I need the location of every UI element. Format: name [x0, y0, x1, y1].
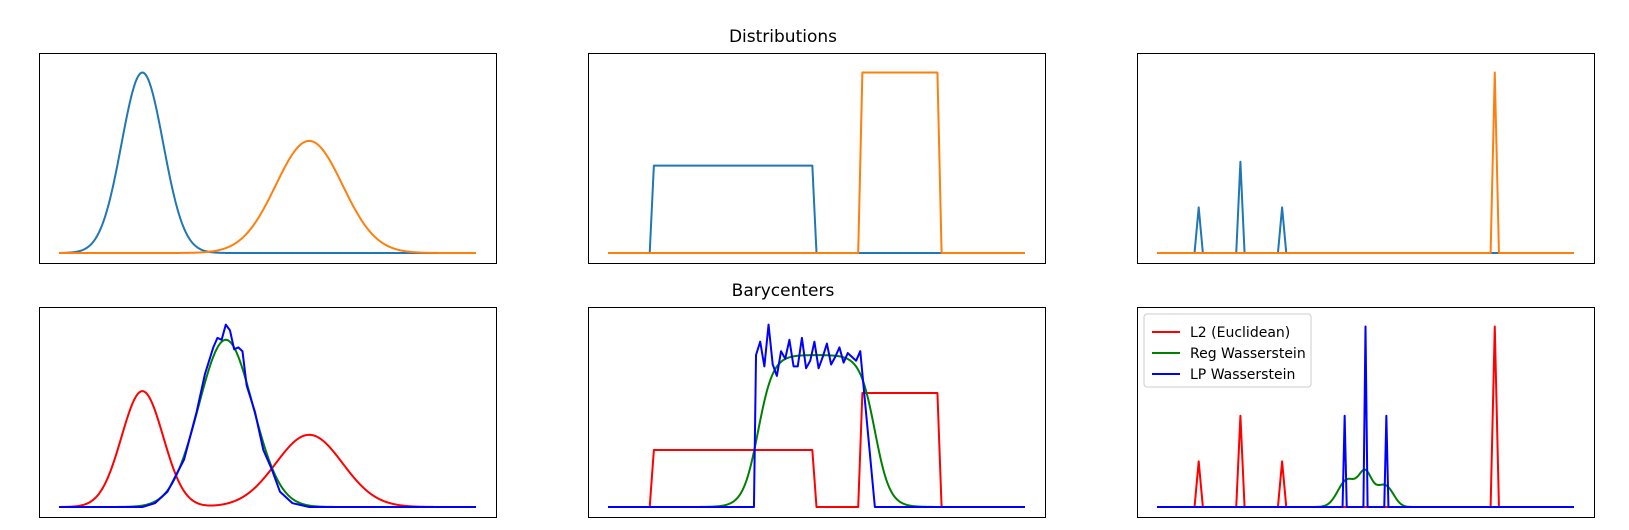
series-1-line: [58, 390, 476, 508]
series-3-line: [59, 323, 476, 508]
series-2-line: [1157, 71, 1574, 254]
legend-box: [1143, 313, 1312, 388]
axes-frame: [588, 307, 1046, 518]
axes-frame: [588, 53, 1046, 264]
series-2-line: [59, 139, 476, 254]
subplot-1: [39, 53, 497, 264]
subplot-3: [1137, 53, 1595, 264]
axes-frame: [39, 53, 497, 264]
reg-wasserstein-line: [1157, 468, 1574, 508]
axes-frame: [1137, 307, 1595, 518]
lp-wasserstein-line: [1157, 325, 1574, 508]
legend: L2 (Euclidean) Reg Wasserstein LP Wasserst…: [1143, 313, 1312, 388]
series-3-line: [608, 323, 1025, 508]
series-2-line: [608, 71, 1025, 254]
axes-frame: [1137, 53, 1595, 264]
series-2-line: [608, 354, 1025, 508]
legend-label: L2 (Euclidean): [1190, 325, 1290, 341]
subplot-6: L2 (Euclidean) Reg Wasserstein LP Wasserst…: [1137, 307, 1595, 518]
legend-label: LP Wasserstein: [1190, 367, 1295, 383]
series-1-line: [608, 392, 1025, 508]
subplot-2: [588, 53, 1046, 264]
row-title-distributions: Distributions: [728, 27, 838, 47]
row-title-barycenters: Barycenters: [731, 281, 835, 301]
series-2-line: [59, 338, 476, 508]
axes-frame: [39, 307, 497, 518]
subplot-5: [588, 307, 1046, 518]
series-1-line: [1157, 160, 1574, 254]
subplot-4: [39, 307, 497, 518]
series-1-line: [608, 164, 1025, 254]
legend-label: Reg Wasserstein: [1190, 346, 1306, 362]
series-1-line: [58, 71, 476, 254]
